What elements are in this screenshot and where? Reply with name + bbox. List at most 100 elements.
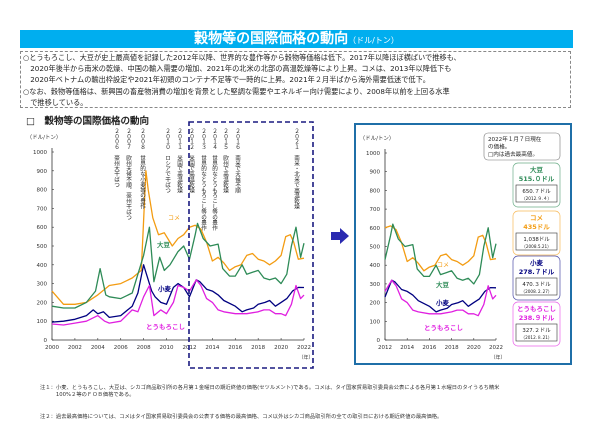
record-date: （2012.８.21）	[521, 335, 552, 340]
record-box	[515, 323, 558, 342]
x-tick-label: 2010	[160, 345, 174, 351]
series-label-soy: 大豆	[157, 240, 171, 249]
y-axis-unit: （ドル/トン）	[27, 134, 62, 141]
y-tick-label: 100	[37, 319, 48, 325]
footnote-1: 注１：小麦、とうもろこし、大豆は、シカゴ商品取引所の各月第１金曜日の期近終値の価…	[40, 384, 500, 399]
footnotes: 注１：小麦、とうもろこし、大豆は、シカゴ商品取引所の各月第１金曜日の期近終値の価…	[40, 370, 560, 429]
footnote-2: 注２：過去最高価格については、コメはタイ国家貿易取引委員会の公表する価格の最高価…	[40, 414, 443, 421]
price-card-current: 238.９ドル	[519, 314, 555, 322]
price-note-line: □内は過去最高値。	[488, 150, 538, 158]
price-card-soy	[512, 162, 561, 208]
y-tick-label: 800	[37, 188, 48, 194]
y-tick-label: 0	[377, 338, 381, 344]
y-tick-label: 700	[37, 206, 48, 212]
record-price: 327.２ドル	[522, 328, 551, 334]
series-line-wheat	[51, 264, 305, 323]
record-box	[515, 277, 558, 296]
record-box	[515, 232, 558, 251]
price-card-current: 278.７ドル	[519, 268, 555, 276]
x-axis-unit: （年）	[298, 354, 313, 361]
price-card-name: とうもろこし	[517, 305, 556, 313]
price-card-name: コメ	[530, 214, 543, 222]
series-label-rice: コメ	[437, 262, 449, 269]
y-tick-label: 100	[370, 319, 381, 325]
x-tick-label: 2000	[45, 345, 59, 351]
x-tick-label: 2016	[422, 345, 436, 351]
event-annotation: ２００６ 豪州大干ばつ	[113, 128, 120, 188]
record-price: 1,038ドル	[523, 237, 550, 243]
series-label-corn: とうもろこし	[146, 323, 185, 331]
y-tick-label: 1000	[33, 150, 47, 156]
summary-paragraph-1: ○とうもろこし、大豆が史上最高値を記録した2012年以降、世界的な豊作等から穀物…	[23, 53, 461, 85]
price-note-line: の価格。	[488, 143, 510, 151]
price-note-line: 2022年１月７日現在	[488, 135, 542, 143]
event-annotation: ２０１４ 世界的なとうもろこし等の豊作	[211, 128, 218, 232]
y-tick-label: 400	[37, 263, 48, 269]
y-tick-label: 300	[370, 282, 381, 288]
series-label-soy: 大豆	[436, 280, 450, 289]
y-tick-label: 400	[370, 263, 381, 269]
price-card-rice	[512, 210, 561, 256]
series-line-soy	[51, 222, 305, 309]
x-tick-label: 2004	[91, 345, 105, 351]
y-tick-label: 600	[370, 226, 381, 232]
x-tick-label: 2002	[68, 345, 82, 351]
y-tick-label: 900	[370, 170, 381, 176]
y-tick-label: 900	[37, 169, 48, 175]
series-line-corn	[384, 279, 497, 317]
series-line-wheat	[384, 279, 497, 313]
y-tick-label: 1000	[366, 151, 380, 157]
price-card-corn	[512, 301, 561, 347]
event-annotation: ２００８ 世界的な小麦等の豊作	[139, 128, 146, 211]
x-tick-label: 2008	[137, 345, 151, 351]
y-tick-label: 0	[44, 338, 48, 344]
event-annotation: ２００７ 欧州天候不順、豪州干ばつ	[125, 128, 132, 220]
x-tick-label: 2016	[228, 345, 242, 351]
title-bar: 穀物等の国際価格の動向（ドル/トン）	[20, 30, 573, 48]
record-box	[515, 184, 558, 203]
event-annotation: ２０１０ ロシアで干ばつ	[164, 128, 171, 193]
y-tick-label: 200	[37, 300, 48, 306]
record-price: 650.７ドル	[522, 189, 551, 195]
series-line-rice	[384, 225, 497, 272]
event-annotation: ２０１３ 世界的なとうもろこし等の豊作	[200, 128, 207, 232]
price-card-wheat	[512, 255, 561, 301]
arrow-icon	[331, 228, 349, 244]
price-card-name: 小麦	[529, 258, 544, 267]
x-tick-label: 2006	[114, 345, 128, 351]
series-line-soy	[384, 223, 497, 285]
event-annotation: ２０２１ 南米・北米で高温乾燥	[293, 128, 300, 211]
x-tick-label: 2014	[400, 345, 414, 351]
event-annotation: ２０１２ 米国で高温乾燥	[188, 128, 195, 194]
x-axis-unit: （年）	[490, 354, 505, 361]
right-chart: （ドル/トン） 0 100 200 300 400 500 600 700 800 900 1000 2…	[360, 132, 561, 361]
y-tick-label: 500	[370, 245, 381, 251]
section-title: □ 穀物等の国際価格の動向	[26, 116, 149, 127]
title-unit: （ドル/トン）	[348, 36, 399, 45]
event-annotation: ２０１５ 欧州で高温乾燥	[222, 128, 229, 194]
record-date: （2008.5.21）	[522, 244, 552, 249]
x-tick-label: 2018	[251, 345, 265, 351]
series-line-rice	[51, 170, 305, 305]
y-tick-label: 600	[37, 225, 48, 231]
y-tick-label: 200	[370, 301, 381, 307]
highlight-box-2012-2022	[188, 121, 314, 369]
record-date: （2012.９.４）	[521, 196, 551, 201]
x-tick-label: 2014	[205, 345, 219, 351]
x-tick-label: 2018	[445, 345, 459, 351]
y-tick-label: 800	[370, 188, 381, 194]
series-label-corn: とうもろこし	[424, 324, 463, 332]
x-tick-label: 2020	[274, 345, 288, 351]
x-tick-label: 2012	[378, 345, 392, 351]
summary-paragraph-2: ○なお、穀物等価格は、新興国の畜産物消費の増加を背景とした堅調な需要やエネルギー…	[23, 86, 450, 107]
record-date: （2008.２.27）	[521, 289, 552, 294]
series-label-wheat: 小麦	[157, 284, 172, 293]
price-note-bracket	[483, 132, 561, 161]
y-axis-unit: （ドル/トン）	[360, 135, 395, 142]
left-chart: （ドル/トン） 0 100 200 300 400 500 600 700 800 900 1000 2…	[27, 121, 314, 369]
right-chart-frame	[354, 123, 572, 365]
y-tick-label: 300	[37, 282, 48, 288]
event-annotation: ２０１１ 米国で高温乾燥	[176, 128, 183, 194]
series-label-rice: コメ	[168, 215, 180, 222]
price-card-name: 大豆	[530, 165, 544, 174]
